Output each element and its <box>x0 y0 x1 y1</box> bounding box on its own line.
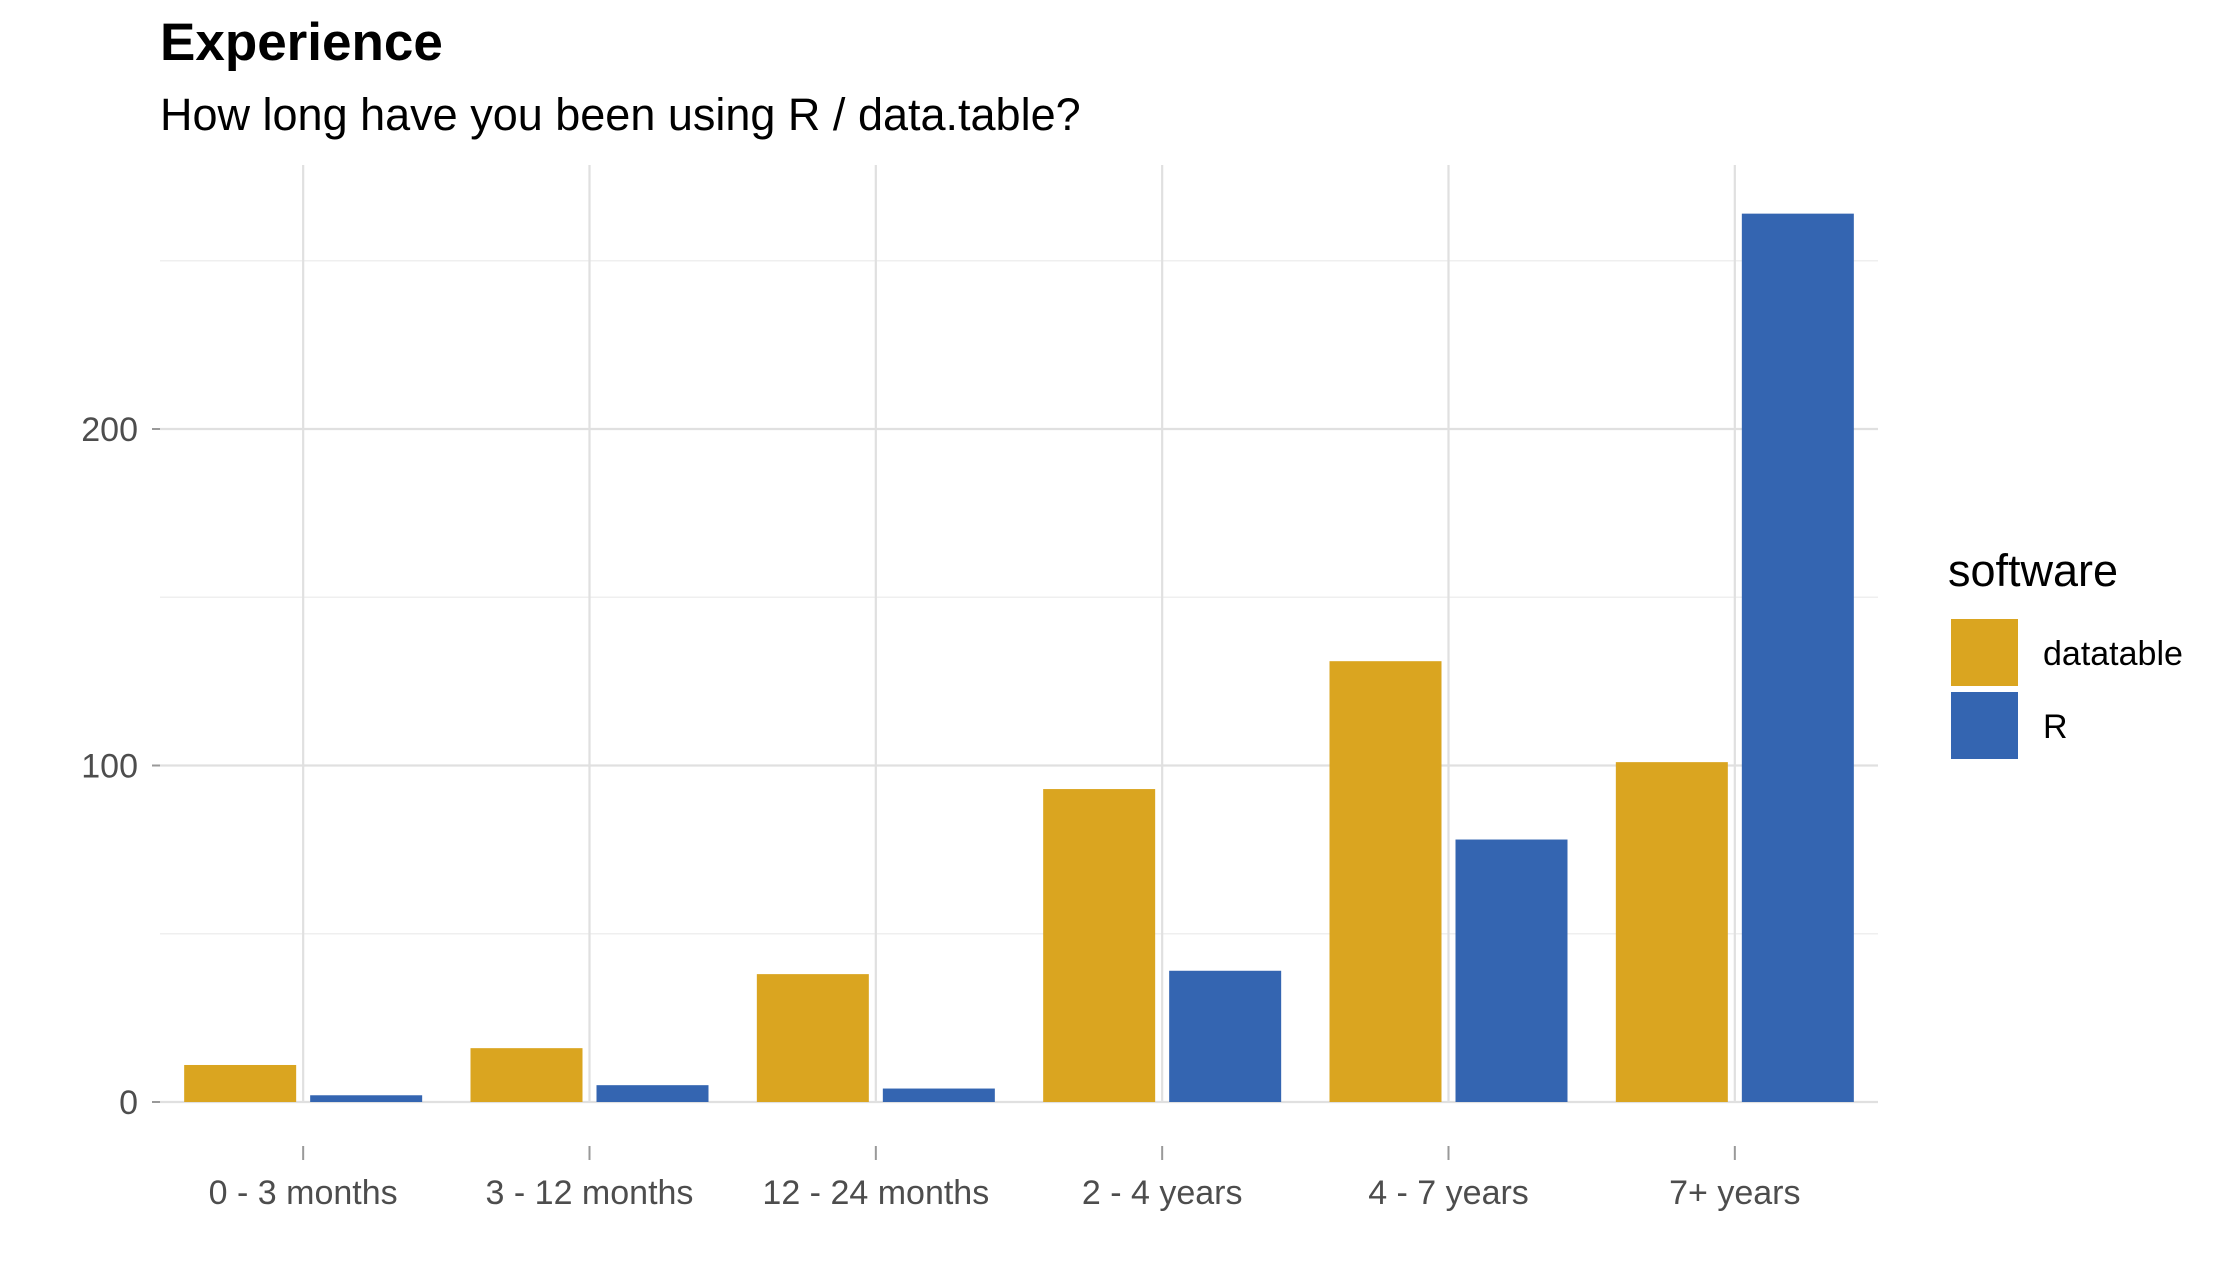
x-tick-label: 7+ years <box>1669 1174 1800 1212</box>
axes: 0 100 200 0 - 3 months 3 - 12 months 12 - 24 … <box>81 411 1800 1212</box>
y-tick-label: 200 <box>81 411 138 449</box>
y-tick-label: 100 <box>81 748 138 786</box>
bar-r-3 <box>1169 970 1282 1102</box>
bar-datatable-5 <box>1615 762 1728 1102</box>
x-tick-label: 3 - 12 months <box>486 1174 694 1212</box>
bar-r-1 <box>596 1085 709 1102</box>
legend-title: software <box>1948 545 2118 596</box>
y-tick-label: 0 <box>119 1084 138 1122</box>
grid <box>160 165 1878 1104</box>
x-tick-label: 2 - 4 years <box>1082 1174 1243 1212</box>
legend-key-datatable <box>1951 619 2018 686</box>
x-tick-label: 12 - 24 months <box>762 1174 989 1212</box>
bar-datatable-2 <box>756 974 869 1102</box>
legend-key-r <box>1951 692 2018 759</box>
bar-r-4 <box>1455 839 1568 1102</box>
legend: software datatable R <box>1948 545 2183 759</box>
bar-datatable-0 <box>184 1064 297 1102</box>
x-tick-label: 0 - 3 months <box>209 1174 398 1212</box>
chart-title: Experience <box>160 13 443 72</box>
bar-datatable-3 <box>1043 789 1156 1102</box>
bar-datatable-1 <box>470 1048 583 1102</box>
bar-r-0 <box>310 1095 423 1102</box>
bars <box>184 213 1854 1102</box>
bar-datatable-4 <box>1329 661 1442 1102</box>
bar-r-2 <box>882 1088 995 1102</box>
bar-r-5 <box>1741 213 1854 1102</box>
legend-label-datatable: datatable <box>2043 635 2183 673</box>
chart-subtitle: How long have you been using R / data.ta… <box>160 89 1081 140</box>
legend-label-r: R <box>2043 708 2068 746</box>
x-tick-label: 4 - 7 years <box>1368 1174 1529 1212</box>
